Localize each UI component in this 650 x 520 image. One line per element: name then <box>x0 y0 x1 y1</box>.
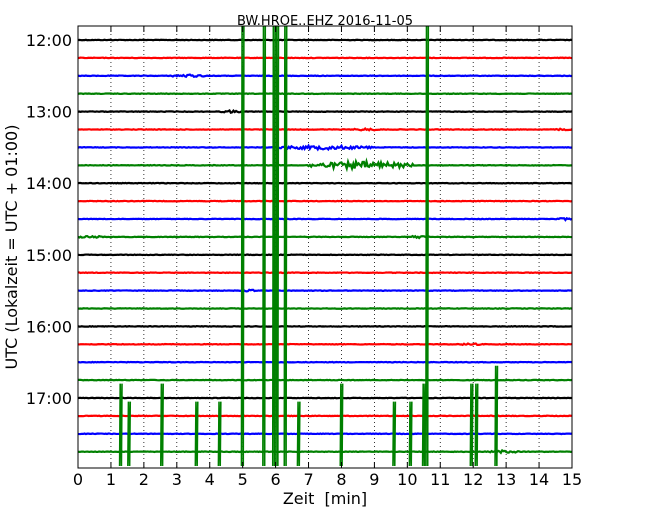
seismic-spike <box>392 401 397 467</box>
trace-line <box>77 253 573 257</box>
trace-line <box>77 199 573 203</box>
x-tick-label: 3 <box>172 470 182 489</box>
trace-line <box>77 108 573 114</box>
seismic-spike <box>118 383 123 467</box>
trace-line <box>77 414 573 418</box>
plot-frame <box>77 25 573 469</box>
seismic-spike <box>494 365 499 467</box>
y-axis-label: UTC (Lokalzeit = UTC + 01:00) <box>2 125 21 370</box>
trace-line <box>77 157 573 173</box>
x-tick-label: 11 <box>430 470 450 489</box>
seismic-spike <box>339 383 344 467</box>
trace-line <box>77 448 573 455</box>
seismic-spike <box>469 383 474 467</box>
trace-line <box>77 73 573 79</box>
x-tick-label: 5 <box>238 470 248 489</box>
x-tick-label: 6 <box>271 470 281 489</box>
trace-lines <box>77 38 573 455</box>
seismic-spike <box>127 401 132 467</box>
seismic-spike <box>425 25 430 467</box>
trace-line <box>77 324 573 328</box>
seismic-spike <box>240 25 245 467</box>
x-tick-label: 10 <box>397 470 417 489</box>
trace-line <box>77 234 573 240</box>
x-tick-label: 14 <box>529 470 549 489</box>
trace-line <box>77 143 573 152</box>
trace-line <box>77 216 573 222</box>
x-tick-label: 1 <box>106 470 116 489</box>
x-tick-label: 4 <box>205 470 215 489</box>
seismic-spike <box>275 25 280 467</box>
x-tick-label: 8 <box>336 470 346 489</box>
x-tick-label: 0 <box>73 470 83 489</box>
seismic-spike <box>421 383 426 467</box>
y-tick-label: 12:00 <box>26 31 72 50</box>
y-tick-label: 13:00 <box>26 103 72 122</box>
trace-line <box>77 126 573 132</box>
grid-lines <box>110 26 540 468</box>
trace-line <box>77 271 573 275</box>
x-tick-label: 7 <box>303 470 313 489</box>
x-tick-label: 12 <box>463 470 483 489</box>
y-tick-label: 14:00 <box>26 174 72 193</box>
seismic-spike <box>408 401 413 467</box>
seismic-spike <box>283 25 288 467</box>
y-tick-label: 15:00 <box>26 246 72 265</box>
x-tick-label: 9 <box>369 470 379 489</box>
y-tick-label: 16:00 <box>26 317 72 336</box>
x-axis-label: Zeit [min] <box>283 489 367 508</box>
trace-line <box>77 92 573 96</box>
trace-line <box>77 360 573 364</box>
trace-line <box>77 56 573 60</box>
seismic-spike <box>217 401 222 467</box>
trace-line <box>77 181 573 185</box>
seismic-spike <box>271 25 276 467</box>
x-axis-ticks: 0 1 2 3 4 5 6 7 8 9 10 11 12 13 14 15 <box>73 26 582 489</box>
seismic-spike <box>262 25 267 467</box>
seismic-spike <box>474 383 479 467</box>
trace-line <box>78 378 573 382</box>
trace-line <box>77 288 573 293</box>
x-tick-label: 13 <box>496 470 516 489</box>
chart-title: BW.HROE..EHZ 2016-11-05 <box>237 14 413 29</box>
x-tick-label: 15 <box>562 470 582 489</box>
y-tick-label: 17:00 <box>26 389 72 408</box>
x-tick-label: 2 <box>139 470 149 489</box>
trace-line <box>77 342 573 347</box>
seismic-spike <box>194 401 199 467</box>
y-axis-ticks: 12:00 13:00 14:00 15:00 16:00 17:00 <box>26 31 572 408</box>
seismic-spikes <box>118 25 499 467</box>
seismic-spike <box>159 383 164 467</box>
trace-line <box>77 396 573 400</box>
trace-line <box>77 38 573 42</box>
trace-line <box>77 307 573 310</box>
trace-line <box>77 432 573 436</box>
seismic-spike <box>296 401 301 467</box>
